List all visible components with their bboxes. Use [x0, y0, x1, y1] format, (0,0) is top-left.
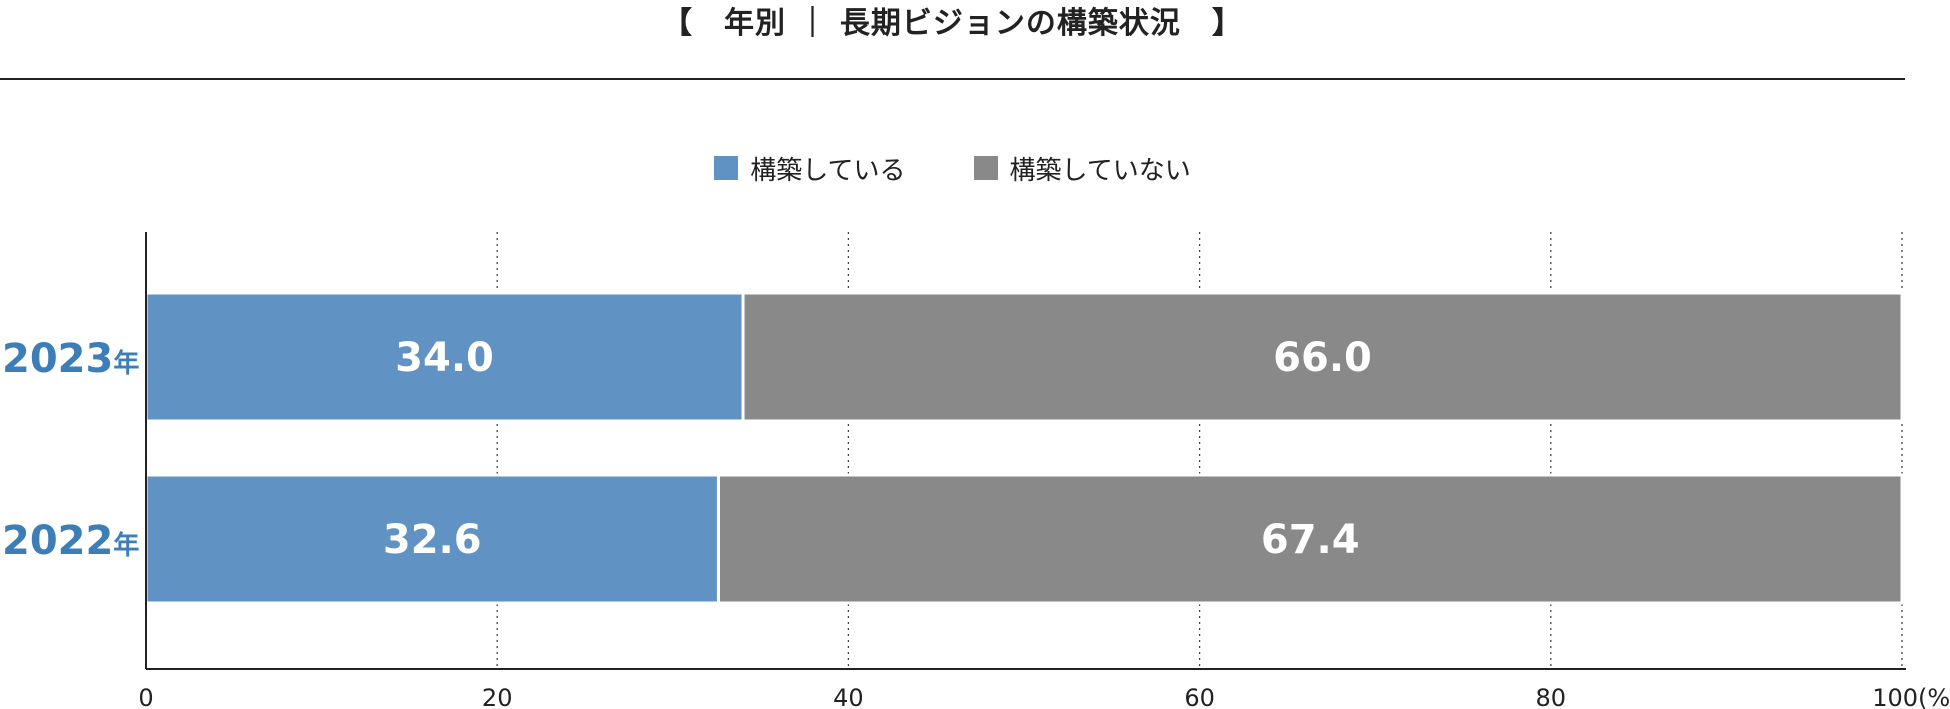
x-tick-label-0: 0: [138, 684, 153, 709]
bar-value-label-1-1: 67.4: [1261, 517, 1360, 563]
title-divider: [0, 78, 1905, 80]
legend-label-built: 構築している: [750, 155, 906, 186]
x-unit-label: (%): [1918, 684, 1950, 709]
x-tick-label-40: 40: [833, 684, 864, 709]
bar-1-1: [716, 473, 1904, 605]
x-tick-label-100: 100: [1872, 684, 1918, 709]
legend-label-not-built: 構築していない: [1009, 155, 1191, 186]
bar-value-label-0-1: 66.0: [1273, 335, 1372, 381]
legend-item-not-built: 構築していない: [973, 150, 1191, 187]
x-tick-label-20: 20: [482, 684, 513, 709]
x-tick-label-80: 80: [1536, 684, 1567, 709]
legend-swatch-built: [714, 156, 739, 180]
bar-value-label-0-0: 34.0: [395, 335, 494, 381]
category-label-1: 2022年: [2, 518, 139, 564]
legend: 構築している 構築していない: [0, 148, 1905, 188]
legend-item-built: 構築している: [714, 150, 906, 187]
x-tick-label-60: 60: [1184, 684, 1215, 709]
bar-value-label-1-0: 32.6: [383, 517, 482, 563]
bar-0-1: [741, 291, 1904, 423]
chart-title: 【 年別 ｜ 長期ビジョンの構築状況 】: [662, 6, 1243, 41]
legend-swatch-not-built: [973, 156, 998, 180]
category-label-0: 2023年: [2, 336, 139, 382]
